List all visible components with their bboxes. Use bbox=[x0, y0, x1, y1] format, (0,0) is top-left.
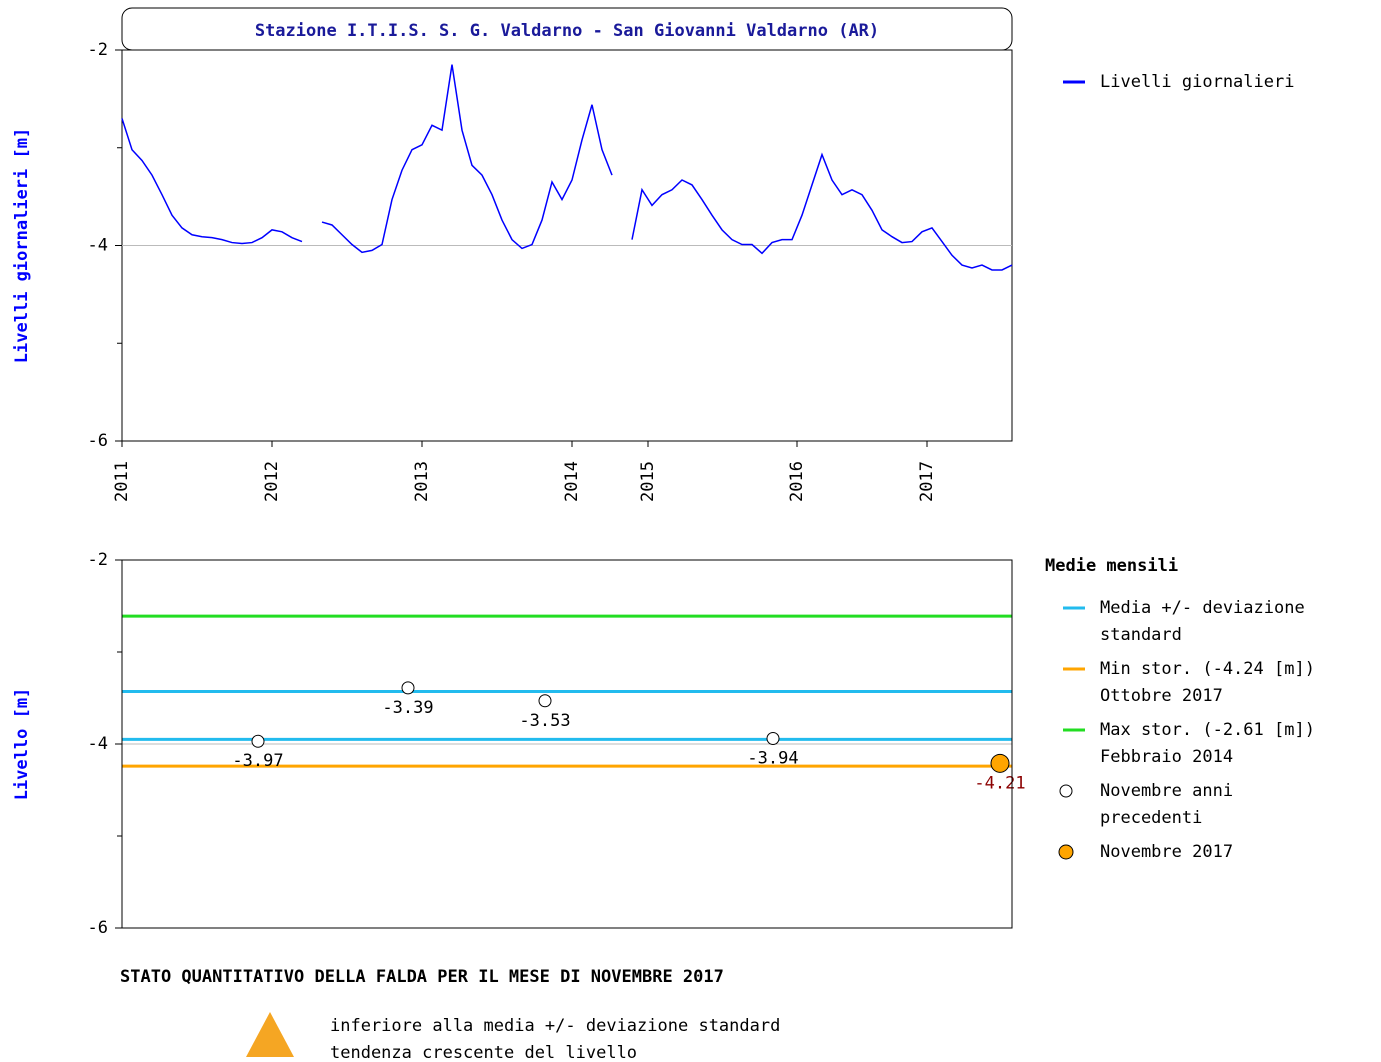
plot-frame bbox=[121, 559, 1013, 929]
legend-label: Min stor. (-4.24 [m]) bbox=[1100, 659, 1315, 679]
x-tick-label: 2015 bbox=[638, 461, 658, 502]
footer-line: tendenza crescente del livello bbox=[330, 1043, 637, 1062]
y-tick-label: -4 bbox=[88, 236, 108, 256]
y-tick-label: -6 bbox=[88, 918, 108, 938]
y-tick-label: -4 bbox=[88, 734, 108, 754]
x-tick-label: 2014 bbox=[562, 461, 582, 502]
y-tick-label: -2 bbox=[88, 550, 108, 570]
value-label: -3.94 bbox=[747, 748, 798, 768]
legend-label: Novembre 2017 bbox=[1100, 842, 1233, 862]
legend-marker bbox=[1058, 844, 1074, 860]
point bbox=[401, 681, 415, 695]
legend-label: Livelli giornalieri bbox=[1100, 72, 1294, 92]
value-label: -3.39 bbox=[382, 698, 433, 718]
point bbox=[538, 694, 552, 708]
legend-marker bbox=[1059, 784, 1073, 798]
x-tick-label: 2013 bbox=[412, 461, 432, 502]
y-tick-label: -2 bbox=[88, 40, 108, 60]
point bbox=[766, 731, 780, 745]
value-label: -3.97 bbox=[232, 751, 283, 771]
y-axis-label: Livelli giornalieri [m] bbox=[12, 128, 32, 363]
value-label: -4.21 bbox=[974, 773, 1025, 793]
legend-label: Febbraio 2014 bbox=[1100, 747, 1233, 767]
x-tick-label: 2016 bbox=[787, 461, 807, 502]
point bbox=[251, 734, 265, 748]
footer-title: STATO QUANTITATIVO DELLA FALDA PER IL ME… bbox=[120, 967, 724, 987]
footer-line: inferiore alla media +/- deviazione stan… bbox=[330, 1016, 780, 1036]
legend-label: Max stor. (-2.61 [m]) bbox=[1100, 720, 1315, 740]
legend-label: Media +/- deviazione bbox=[1100, 598, 1305, 618]
legend-label: Novembre anni bbox=[1100, 781, 1233, 801]
value-label: -3.53 bbox=[519, 711, 570, 731]
point bbox=[990, 753, 1010, 773]
chart-title: Stazione I.T.I.S. S. G. Valdarno - San G… bbox=[255, 21, 879, 41]
y-tick-label: -6 bbox=[88, 431, 108, 451]
x-tick-label: 2011 bbox=[112, 461, 132, 502]
series-line bbox=[121, 64, 1013, 271]
legend-title: Medie mensili bbox=[1045, 556, 1178, 576]
legend-label: Ottobre 2017 bbox=[1100, 686, 1223, 706]
x-tick-label: 2017 bbox=[917, 461, 937, 502]
legend-label: standard bbox=[1100, 625, 1182, 645]
x-tick-label: 2012 bbox=[262, 461, 282, 502]
legend-label: precedenti bbox=[1100, 808, 1202, 828]
y-axis-label: Livello [m] bbox=[12, 688, 32, 801]
status-icon bbox=[246, 1012, 294, 1057]
